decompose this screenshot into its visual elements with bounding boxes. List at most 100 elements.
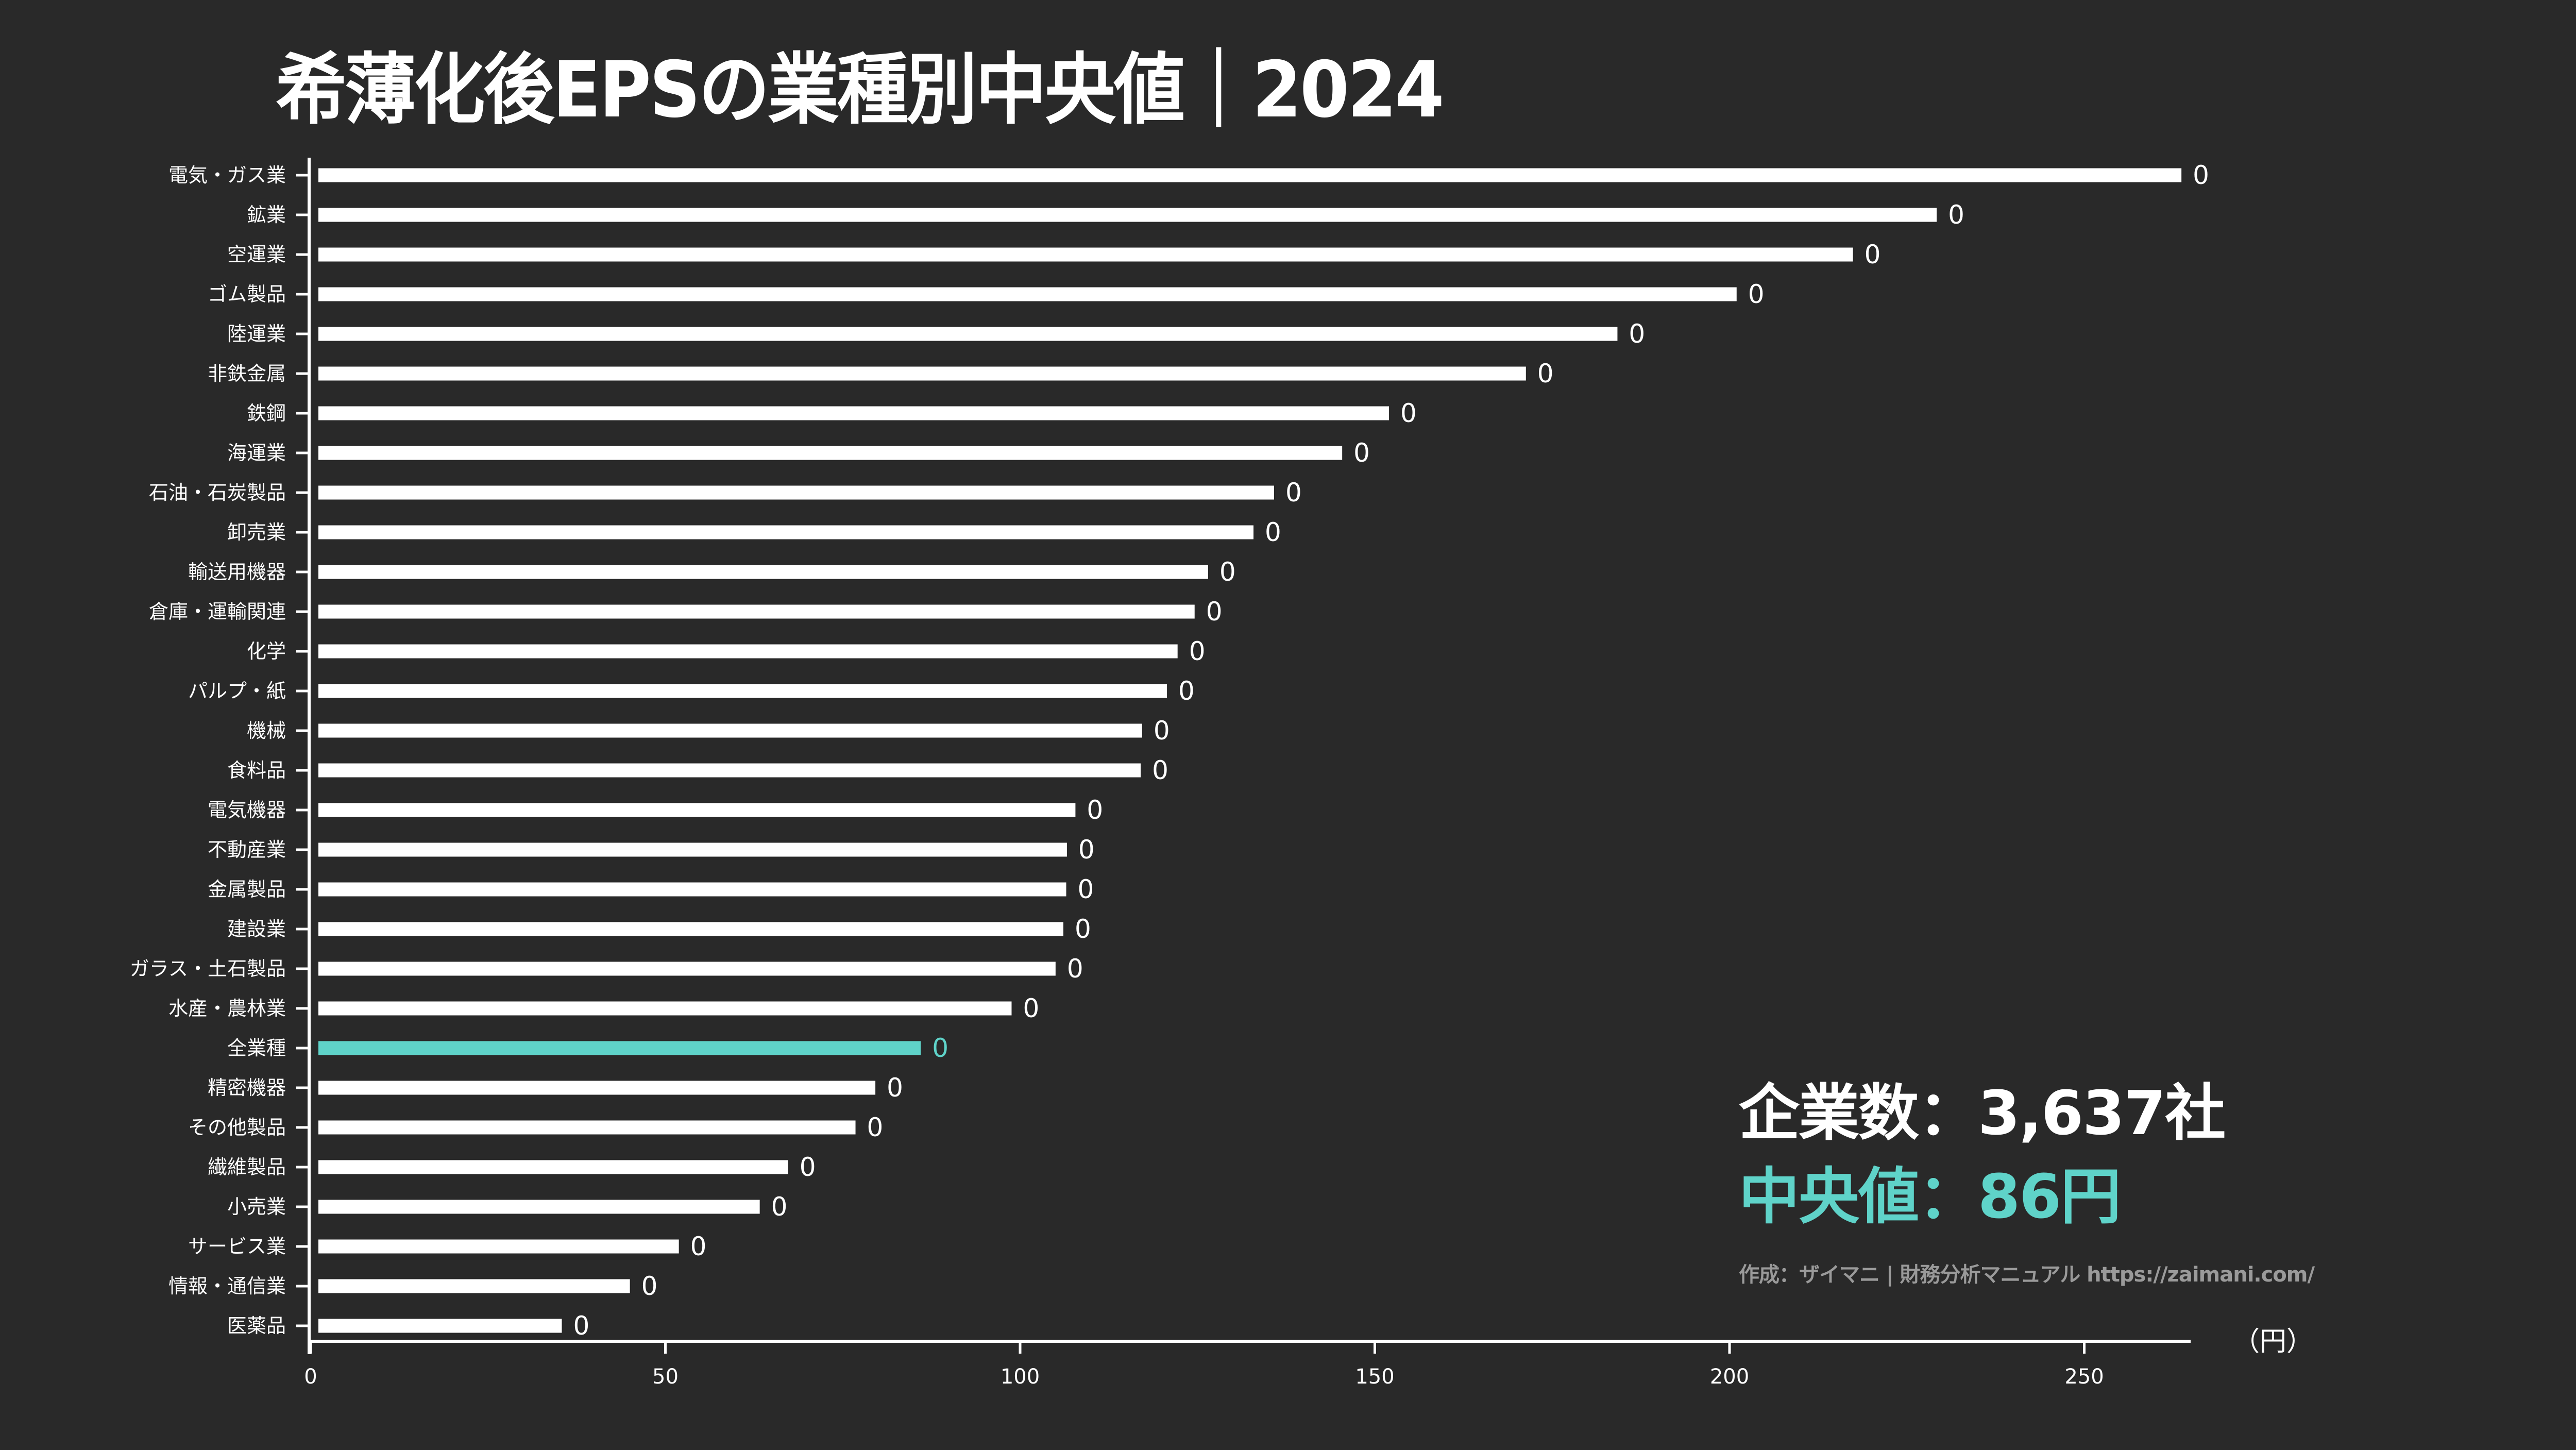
bar	[318, 1200, 760, 1214]
data-label: 0	[690, 1232, 707, 1261]
bar	[318, 644, 1178, 659]
data-label: 0	[887, 1073, 903, 1103]
category-label: 水産・農林業	[168, 997, 286, 1020]
category-label: 医薬品	[227, 1314, 286, 1337]
category-label: 石油・石炭製品	[149, 481, 286, 504]
credit-text: 作成：ザイマニ | 財務分析マニュアル https://zaimani.com/	[1739, 1263, 2315, 1287]
category-label: 卸売業	[227, 521, 286, 544]
data-label: 0	[1152, 755, 1168, 785]
bar	[318, 406, 1389, 420]
data-label: 0	[1948, 200, 1964, 230]
category-label: 非鉄金属	[208, 362, 286, 385]
category-label: 情報・通信業	[168, 1275, 286, 1297]
bar	[318, 604, 1195, 619]
data-label: 0	[1353, 438, 1370, 468]
category-label: 繊維製品	[208, 1156, 286, 1178]
bar	[318, 1319, 562, 1333]
data-label: 0	[1537, 359, 1554, 389]
data-label: 0	[573, 1311, 589, 1341]
chart-title: 希薄化後EPSの業種別中央値｜2024	[276, 45, 1445, 135]
category-label: 鉄鋼	[247, 402, 286, 425]
bar	[318, 446, 1343, 460]
data-label: 0	[771, 1192, 788, 1222]
bar	[318, 922, 1063, 936]
data-label: 0	[1189, 636, 1206, 666]
x-tick-label: 100	[1001, 1365, 1040, 1389]
category-label: 電気・ガス業	[168, 164, 286, 187]
category-label: 陸運業	[227, 323, 286, 345]
bars-layer: 電気・ガス業 0 鉱業 0 空運業 0 ゴム製品 0 陸運業 0 非鉄金属 0 鉄鋼 0 海運業 0 石油・石炭…	[130, 160, 2209, 1341]
x-tick-label: 200	[1710, 1365, 1749, 1389]
data-label: 0	[1067, 954, 1083, 984]
data-label: 0	[1078, 874, 1094, 904]
category-label: 機械	[247, 719, 286, 742]
data-label: 0	[1078, 835, 1095, 865]
data-label: 0	[800, 1152, 816, 1182]
category-label: 全業種	[227, 1037, 286, 1059]
bar	[318, 763, 1141, 778]
bar	[318, 803, 1076, 817]
category-label: 精密機器	[208, 1076, 286, 1099]
category-label: 食料品	[227, 759, 286, 782]
category-label: 電気機器	[208, 799, 286, 821]
bar	[318, 208, 1937, 222]
bar	[318, 247, 1853, 262]
x-tick-label: 50	[652, 1365, 679, 1389]
bar	[318, 287, 1737, 301]
bar-highlight	[318, 1041, 921, 1055]
data-label: 0	[1178, 676, 1195, 706]
data-label: 0	[641, 1271, 658, 1301]
data-label: 0	[1023, 993, 1039, 1023]
bar	[318, 962, 1056, 976]
data-label: 0	[1400, 398, 1417, 428]
x-tick-label: 250	[2064, 1365, 2104, 1389]
data-label: 0	[867, 1112, 884, 1142]
category-label: 海運業	[227, 442, 286, 464]
data-label: 0	[1265, 517, 1281, 547]
category-label: 不動産業	[208, 838, 286, 861]
bar	[318, 525, 1254, 539]
data-label: 0	[2193, 160, 2209, 190]
bar	[318, 882, 1066, 897]
summary-annotation: 企業数：3,637社 中央値：86円 作成：ザイマニ | 財務分析マニュアル h…	[1739, 1077, 2315, 1288]
category-label: ゴム製品	[208, 283, 286, 306]
data-label: 0	[1219, 557, 1236, 587]
bar	[318, 684, 1167, 698]
data-label: 0	[1748, 279, 1765, 309]
bar	[318, 168, 2182, 182]
x-tick-label: 0	[304, 1365, 317, 1389]
x-axis-unit-label: （円）	[2233, 1326, 2313, 1357]
category-label: パルプ・紙	[188, 680, 286, 702]
data-label: 0	[1075, 914, 1091, 944]
bar	[318, 1279, 630, 1293]
category-label: 金属製品	[208, 878, 286, 901]
bar	[318, 1120, 856, 1135]
category-label: 鉱業	[247, 204, 286, 226]
data-label: 0	[932, 1033, 948, 1063]
category-label: 輸送用機器	[188, 561, 286, 583]
category-label: 倉庫・運輸関連	[149, 600, 286, 623]
category-label: その他製品	[188, 1116, 286, 1139]
data-label: 0	[1285, 478, 1302, 508]
bar	[318, 1001, 1012, 1016]
bar	[318, 842, 1067, 857]
category-label: サービス業	[188, 1235, 286, 1258]
data-label: 0	[1629, 319, 1645, 349]
x-tick-label: 150	[1355, 1365, 1394, 1389]
bar	[318, 565, 1208, 579]
category-label: 建設業	[227, 918, 286, 940]
category-label: 化学	[247, 640, 286, 663]
bar	[318, 485, 1274, 500]
category-label: 空運業	[227, 243, 286, 266]
bar	[318, 327, 1618, 341]
data-label: 0	[1154, 716, 1170, 746]
axes-layer: 0 50 100 150 200 250 （円）	[296, 158, 2313, 1389]
data-label: 0	[1206, 597, 1223, 627]
median-text: 中央値：86円	[1739, 1160, 2121, 1232]
data-label: 0	[1865, 240, 1881, 269]
company-count-text: 企業数：3,637社	[1739, 1077, 2226, 1149]
bar	[318, 1160, 788, 1174]
bar	[318, 1239, 679, 1254]
bar	[318, 366, 1526, 381]
